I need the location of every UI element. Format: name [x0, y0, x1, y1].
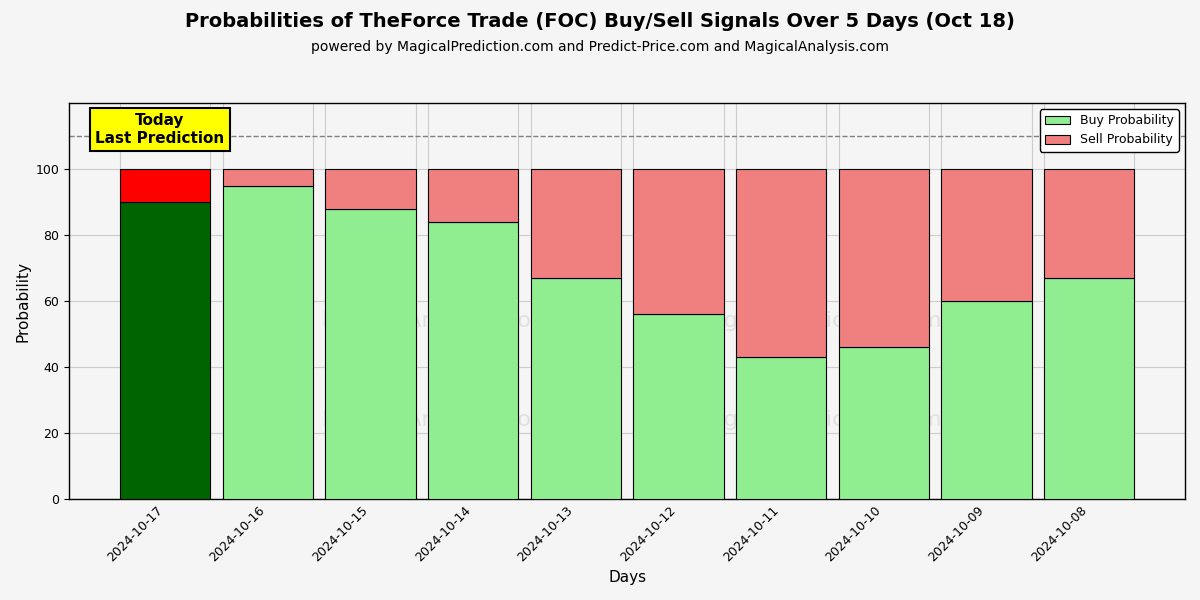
Bar	[530, 278, 620, 499]
Text: MagicalPrediction.com: MagicalPrediction.com	[691, 410, 942, 430]
Bar	[428, 169, 518, 222]
Bar	[1044, 278, 1134, 499]
Bar	[530, 169, 620, 278]
Bar	[634, 314, 724, 499]
Bar	[941, 301, 1032, 499]
Y-axis label: Probability: Probability	[16, 260, 30, 341]
Bar	[120, 169, 210, 202]
Bar	[634, 169, 724, 314]
Legend: Buy Probability, Sell Probability: Buy Probability, Sell Probability	[1040, 109, 1178, 151]
Text: powered by MagicalPrediction.com and Predict-Price.com and MagicalAnalysis.com: powered by MagicalPrediction.com and Pre…	[311, 40, 889, 54]
Bar	[839, 169, 929, 347]
Text: MagicalAnalysis.com: MagicalAnalysis.com	[322, 311, 553, 331]
Bar	[428, 222, 518, 499]
Bar	[222, 169, 313, 185]
Bar	[325, 209, 415, 499]
Bar	[325, 169, 415, 209]
Bar	[736, 169, 827, 357]
Text: Probabilities of TheForce Trade (FOC) Buy/Sell Signals Over 5 Days (Oct 18): Probabilities of TheForce Trade (FOC) Bu…	[185, 12, 1015, 31]
Text: Today
Last Prediction: Today Last Prediction	[95, 113, 224, 146]
X-axis label: Days: Days	[608, 570, 646, 585]
Bar	[222, 185, 313, 499]
Bar	[120, 202, 210, 499]
Bar	[1044, 169, 1134, 278]
Text: MagicalAnalysis.com: MagicalAnalysis.com	[322, 410, 553, 430]
Bar	[941, 169, 1032, 301]
Bar	[839, 347, 929, 499]
Text: MagicalPrediction.com: MagicalPrediction.com	[691, 311, 942, 331]
Bar	[736, 357, 827, 499]
